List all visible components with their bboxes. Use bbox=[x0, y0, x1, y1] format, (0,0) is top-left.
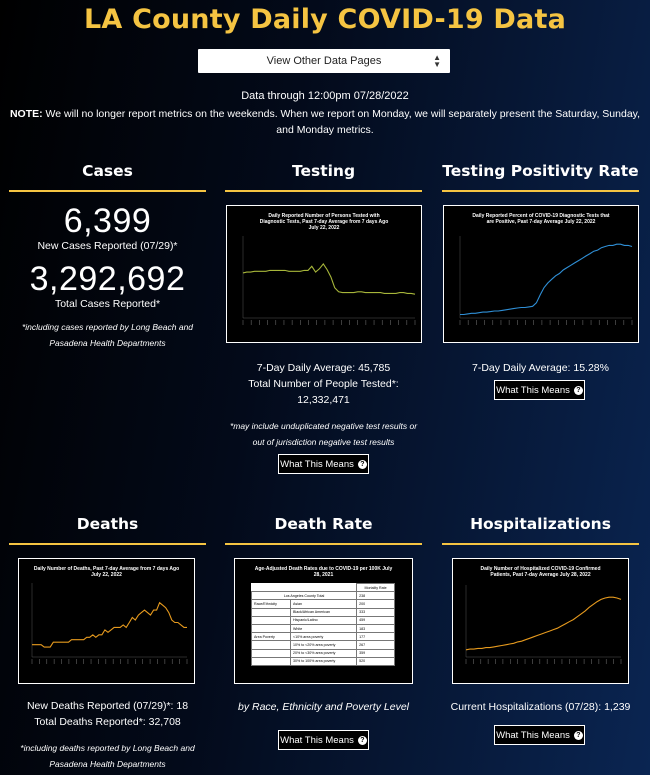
deaths-chart[interactable]: Daily Number of Deaths, Past 7-day Avera… bbox=[18, 558, 195, 684]
button-label: What This Means bbox=[496, 729, 570, 741]
total-deaths: Total Deaths Reported*: 32,708 bbox=[34, 716, 181, 728]
deaths-series-line bbox=[32, 601, 187, 648]
new-cases-count: 6,399 bbox=[63, 202, 152, 240]
note-label: NOTE: bbox=[9, 108, 43, 120]
table-header-row: Mortality Rate bbox=[251, 582, 395, 593]
deaths-footnote: *including deaths reported by Long Beach… bbox=[20, 743, 195, 769]
death-rate-chart[interactable]: Age-Adjusted Death Rates due to COVID-19… bbox=[234, 558, 413, 684]
table-row: Black/African American 333 bbox=[251, 607, 395, 617]
hospitalizations-section: Hospitalizations bbox=[442, 515, 639, 545]
testing-title: Testing bbox=[291, 162, 356, 180]
testing-total-label: Total Number of People Tested*: bbox=[248, 378, 399, 390]
hospitalizations-what-this-means-button[interactable]: What This Means? bbox=[494, 725, 585, 745]
testing-series-line bbox=[242, 262, 416, 295]
positivity-chart-svg bbox=[459, 236, 633, 325]
table-row: Race/Ethnicity Asian 200 bbox=[251, 599, 395, 609]
table-row: White 183 bbox=[251, 623, 395, 634]
button-label: What This Means bbox=[280, 458, 354, 470]
testing-total-value: 12,332,471 bbox=[297, 394, 350, 406]
hospitalizations-series-line bbox=[465, 596, 622, 651]
positivity-series-line bbox=[460, 243, 633, 316]
death-rate-subtitle-wrap: by Race, Ethnicity and Poverty Level bbox=[225, 699, 422, 715]
testing-divider bbox=[225, 190, 422, 192]
cases-section: Cases 6,399 New Cases Reported (07/29)* … bbox=[9, 162, 206, 351]
positivity-what-this-means-button[interactable]: What This Means? bbox=[494, 380, 585, 400]
positivity-chart[interactable]: Daily Reported Percent of COVID-19 Diagn… bbox=[443, 205, 639, 343]
death-rate-subtitle: by Race, Ethnicity and Poverty Level bbox=[237, 701, 409, 713]
total-cases-label: Total Cases Reported* bbox=[54, 298, 161, 310]
testing-chart-title: Daily Reported Number of Persons Tested … bbox=[259, 213, 389, 231]
table-row: 20% to <30% area poverty 359 bbox=[251, 648, 395, 658]
current-hospitalizations: Current Hospitalizations (07/28): 1,239 bbox=[450, 701, 631, 713]
hospitalizations-divider bbox=[442, 543, 639, 545]
hospitalizations-chart-title: Daily Number of Hospitalized COVID-19 Co… bbox=[480, 566, 601, 578]
deaths-section: Deaths bbox=[9, 515, 206, 545]
positivity-7day-avg: 7-Day Daily Average: 15.28% bbox=[472, 362, 609, 374]
death-rate-divider bbox=[225, 543, 422, 545]
note-text: We will no longer report metrics on the … bbox=[42, 108, 641, 136]
positivity-stats: 7-Day Daily Average: 15.28% bbox=[442, 360, 639, 376]
mortality-rate-table: Mortality Rate Los Angeles County Total 2… bbox=[250, 582, 395, 666]
testing-section: Testing bbox=[225, 162, 422, 192]
hospitalizations-stats: Current Hospitalizations (07/28): 1,239 bbox=[442, 699, 639, 715]
deaths-chart-svg bbox=[31, 583, 188, 664]
button-label: What This Means bbox=[496, 384, 570, 396]
page-title: LA County Daily COVID-19 Data bbox=[84, 4, 566, 35]
death-rate-section: Death Rate bbox=[225, 515, 422, 545]
testing-chart-svg bbox=[242, 236, 416, 325]
cases-divider bbox=[9, 190, 206, 192]
table-row: 30% to 100% area poverty 520 bbox=[251, 656, 395, 666]
select-arrow-icon: ▲ ▼ bbox=[433, 53, 441, 69]
death-rate-title: Death Rate bbox=[274, 515, 373, 533]
deaths-stats: New Deaths Reported (07/29)*: 18 Total D… bbox=[9, 698, 206, 772]
select-label: View Other Data Pages bbox=[266, 55, 382, 67]
testing-7day-avg: 7-Day Daily Average: 45,785 bbox=[256, 362, 391, 374]
hospitalizations-chart-svg bbox=[465, 585, 622, 664]
question-icon: ? bbox=[357, 459, 367, 469]
table-row: Los Angeles County Total 238 bbox=[250, 591, 395, 601]
deaths-divider bbox=[9, 543, 206, 545]
testing-stats: 7-Day Daily Average: 45,785 Total Number… bbox=[225, 360, 422, 450]
testing-chart[interactable]: Daily Reported Number of Persons Tested … bbox=[226, 205, 422, 343]
hospitalizations-chart[interactable]: Daily Number of Hospitalized COVID-19 Co… bbox=[452, 558, 629, 684]
cases-title: Cases bbox=[82, 162, 133, 180]
deaths-title: Deaths bbox=[76, 515, 139, 533]
question-icon: ? bbox=[573, 730, 583, 740]
question-icon: ? bbox=[357, 735, 367, 745]
deaths-chart-title: Daily Number of Deaths, Past 7-day Avera… bbox=[33, 566, 180, 578]
mortality-rate-header: Mortality Rate bbox=[356, 582, 395, 593]
weekend-note: NOTE: We will no longer report metrics o… bbox=[8, 106, 642, 138]
table-row: 10% to <20% area poverty 267 bbox=[251, 640, 395, 650]
positivity-divider bbox=[442, 190, 639, 192]
death-rate-chart-title: Age-Adjusted Death Rates due to COVID-19… bbox=[254, 566, 393, 578]
positivity-section: Testing Positivity Rate bbox=[442, 162, 639, 192]
table-row: Area Poverty <10% area poverty 177 bbox=[251, 632, 395, 642]
death-rate-what-this-means-button[interactable]: What This Means? bbox=[278, 730, 369, 750]
total-cases-count: 3,292,692 bbox=[29, 260, 186, 298]
question-icon: ? bbox=[573, 385, 583, 395]
new-cases-label: New Cases Reported (07/29)* bbox=[37, 240, 178, 252]
view-other-pages-select[interactable]: View Other Data Pages ▲ ▼ bbox=[198, 49, 450, 73]
hospitalizations-title: Hospitalizations bbox=[470, 515, 611, 533]
positivity-title: Testing Positivity Rate bbox=[442, 162, 639, 180]
button-label: What This Means bbox=[280, 734, 354, 746]
cases-footnote: *including cases reported by Long Beach … bbox=[21, 322, 194, 348]
positivity-chart-title: Daily Reported Percent of COVID-19 Diagn… bbox=[472, 213, 610, 225]
testing-footnote: *may include unduplicated negative test … bbox=[229, 421, 418, 447]
testing-what-this-means-button[interactable]: What This Means? bbox=[278, 454, 369, 474]
table-row: Hispanic/Latino 459 bbox=[251, 615, 395, 625]
new-deaths: New Deaths Reported (07/29)*: 18 bbox=[26, 700, 189, 712]
data-through-text: Data through 12:00pm 07/28/2022 bbox=[241, 90, 409, 102]
